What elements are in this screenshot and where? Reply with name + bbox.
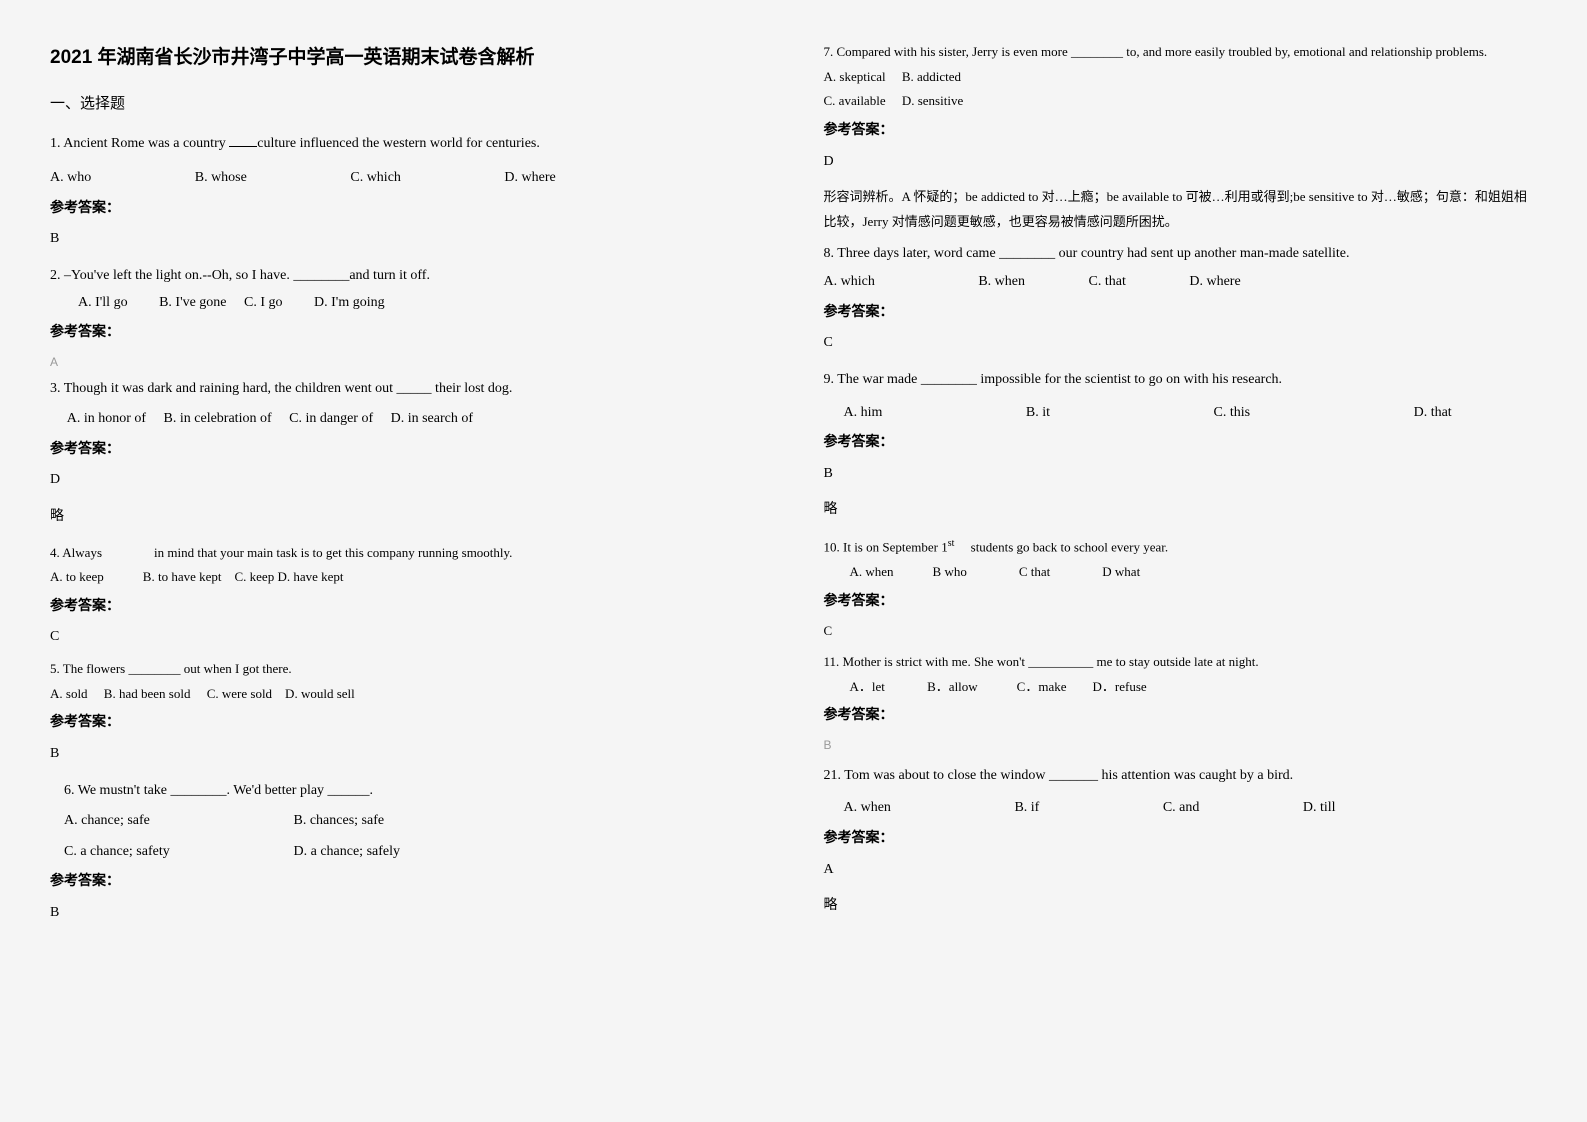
q4-text: 4. Always in mind that your main task is… bbox=[50, 541, 764, 566]
q21-opt-c: C. and bbox=[1163, 795, 1200, 822]
q1-opt-a: A. who bbox=[50, 165, 91, 192]
q10-text-a: 10. It is on September 1 bbox=[824, 539, 948, 554]
q4-opts: A. to keep B. to have kept C. keep D. ha… bbox=[50, 565, 764, 590]
q7-opts-b: C. available D. sensitive bbox=[824, 89, 1538, 114]
q8-opt-b: B. when bbox=[978, 269, 1025, 296]
q9-opt-c: C. this bbox=[1214, 400, 1251, 427]
question-7: 7. Compared with his sister, Jerry is ev… bbox=[824, 40, 1538, 235]
q6-opt-d: D. a chance; safely bbox=[294, 844, 401, 859]
q1-options: A. who B. whose C. which D. where bbox=[50, 165, 764, 192]
q4-ans-label: 参考答案： bbox=[50, 594, 764, 621]
q2-text: 2. –You've left the light on.--Oh, so I … bbox=[50, 263, 764, 290]
q3-note: 略 bbox=[50, 504, 764, 531]
q21-opt-b: B. if bbox=[1014, 795, 1039, 822]
q6-ans-label: 参考答案： bbox=[50, 869, 764, 896]
q6-opts-row2: C. a chance; safety D. a chance; safely bbox=[50, 839, 764, 866]
page-title: 2021 年湖南省长沙市井湾子中学高一英语期末试卷含解析 bbox=[50, 40, 764, 76]
q21-opt-d: D. till bbox=[1303, 795, 1336, 822]
q8-opt-a: A. which bbox=[824, 269, 875, 296]
q10-text-b: students go back to school every year. bbox=[954, 539, 1168, 554]
left-column: 2021 年湖南省长沙市井湾子中学高一英语期末试卷含解析 一、选择题 1. An… bbox=[50, 40, 764, 1082]
q2-ans: A bbox=[50, 351, 764, 374]
q1-part-a: 1. Ancient Rome was a country bbox=[50, 136, 229, 151]
q8-opt-c: C. that bbox=[1089, 269, 1126, 296]
q6-opt-a: A. chance; safe bbox=[50, 808, 290, 835]
question-21: 21. Tom was about to close the window __… bbox=[824, 763, 1538, 920]
q1-opt-c: C. which bbox=[350, 165, 401, 192]
q7-text: 7. Compared with his sister, Jerry is ev… bbox=[824, 40, 1538, 65]
q7-ans-label: 参考答案： bbox=[824, 118, 1538, 145]
q21-ans: A bbox=[824, 857, 1538, 884]
question-5: 5. The flowers ________ out when I got t… bbox=[50, 657, 764, 768]
q3-opts: A. in honor of B. in celebration of C. i… bbox=[50, 406, 764, 433]
q21-options: A. when B. if C. and D. till bbox=[824, 795, 1538, 822]
q5-ans: B bbox=[50, 741, 764, 768]
q9-ans: B bbox=[824, 461, 1538, 488]
q21-ans-label: 参考答案： bbox=[824, 826, 1538, 853]
q8-ans-label: 参考答案： bbox=[824, 300, 1538, 327]
q2-opts: A. I'll go B. I've gone C. I go D. I'm g… bbox=[50, 290, 764, 317]
q11-ans-label: 参考答案： bbox=[824, 703, 1538, 730]
q5-opts: A. sold B. had been sold C. were sold D.… bbox=[50, 682, 764, 707]
q11-opts: A．let B．allow C．make D．refuse bbox=[824, 675, 1538, 700]
q6-ans: B bbox=[50, 900, 764, 927]
section-header: 一、选择题 bbox=[50, 90, 764, 119]
q6-opt-c: C. a chance; safety bbox=[50, 839, 290, 866]
q6-opt-b: B. chances; safe bbox=[294, 813, 385, 828]
q5-text: 5. The flowers ________ out when I got t… bbox=[50, 657, 764, 682]
q1-ans: B bbox=[50, 226, 764, 253]
right-column: 7. Compared with his sister, Jerry is ev… bbox=[824, 40, 1538, 1082]
question-2: 2. –You've left the light on.--Oh, so I … bbox=[50, 263, 764, 374]
q7-opts-a: A. skeptical B. addicted bbox=[824, 65, 1538, 90]
question-9: 9. The war made ________ impossible for … bbox=[824, 367, 1538, 524]
q7-ans: D bbox=[824, 149, 1538, 176]
q5-ans-label: 参考答案： bbox=[50, 710, 764, 737]
q3-ans-label: 参考答案： bbox=[50, 437, 764, 464]
q7-explain: 形容词辨析。A 怀疑的；be addicted to 对…上瘾；be avail… bbox=[824, 185, 1538, 234]
q21-text: 21. Tom was about to close the window __… bbox=[824, 763, 1538, 790]
question-8: 8. Three days later, word came ________ … bbox=[824, 241, 1538, 357]
q9-opt-b: B. it bbox=[1026, 400, 1050, 427]
q9-text: 9. The war made ________ impossible for … bbox=[824, 367, 1538, 394]
q10-text: 10. It is on September 1st students go b… bbox=[824, 534, 1538, 560]
q21-note: 略 bbox=[824, 893, 1538, 920]
q10-opts: A. when B who C that D what bbox=[824, 560, 1538, 585]
q1-ans-label: 参考答案： bbox=[50, 196, 764, 223]
question-6: 6. We mustn't take ________. We'd better… bbox=[50, 778, 764, 927]
q9-opt-d: D. that bbox=[1414, 400, 1452, 427]
q11-ans: B bbox=[824, 734, 1538, 757]
q3-text: 3. Though it was dark and raining hard, … bbox=[50, 376, 764, 403]
q8-options: A. which B. when C. that D. where bbox=[824, 269, 1538, 296]
q8-text: 8. Three days later, word came ________ … bbox=[824, 241, 1538, 268]
q10-ans: C bbox=[824, 619, 1538, 644]
q6-opts-row1: A. chance; safe B. chances; safe bbox=[50, 808, 764, 835]
question-1: 1. Ancient Rome was a country culture in… bbox=[50, 131, 764, 253]
q1-opt-b: B. whose bbox=[195, 165, 247, 192]
question-11: 11. Mother is strict with me. She won't … bbox=[824, 650, 1538, 757]
question-4: 4. Always in mind that your main task is… bbox=[50, 541, 764, 652]
q11-text: 11. Mother is strict with me. She won't … bbox=[824, 650, 1538, 675]
q9-ans-label: 参考答案： bbox=[824, 430, 1538, 457]
q1-part-b: culture influenced the western world for… bbox=[257, 136, 540, 151]
question-10: 10. It is on September 1st students go b… bbox=[824, 534, 1538, 644]
q1-blank bbox=[229, 146, 257, 147]
q8-opt-d: D. where bbox=[1189, 269, 1240, 296]
q4-ans: C bbox=[50, 624, 764, 651]
q8-ans: C bbox=[824, 330, 1538, 357]
question-3: 3. Though it was dark and raining hard, … bbox=[50, 376, 764, 531]
q9-options: A. him B. it C. this D. that bbox=[824, 400, 1538, 427]
q1-opt-d: D. where bbox=[504, 165, 555, 192]
q1-text: 1. Ancient Rome was a country culture in… bbox=[50, 131, 764, 158]
q3-ans: D bbox=[50, 467, 764, 494]
q2-ans-label: 参考答案： bbox=[50, 320, 764, 347]
q9-opt-a: A. him bbox=[844, 400, 883, 427]
q9-note: 略 bbox=[824, 497, 1538, 524]
q6-text: 6. We mustn't take ________. We'd better… bbox=[50, 778, 764, 805]
q21-opt-a: A. when bbox=[844, 795, 891, 822]
q10-ans-label: 参考答案： bbox=[824, 589, 1538, 616]
